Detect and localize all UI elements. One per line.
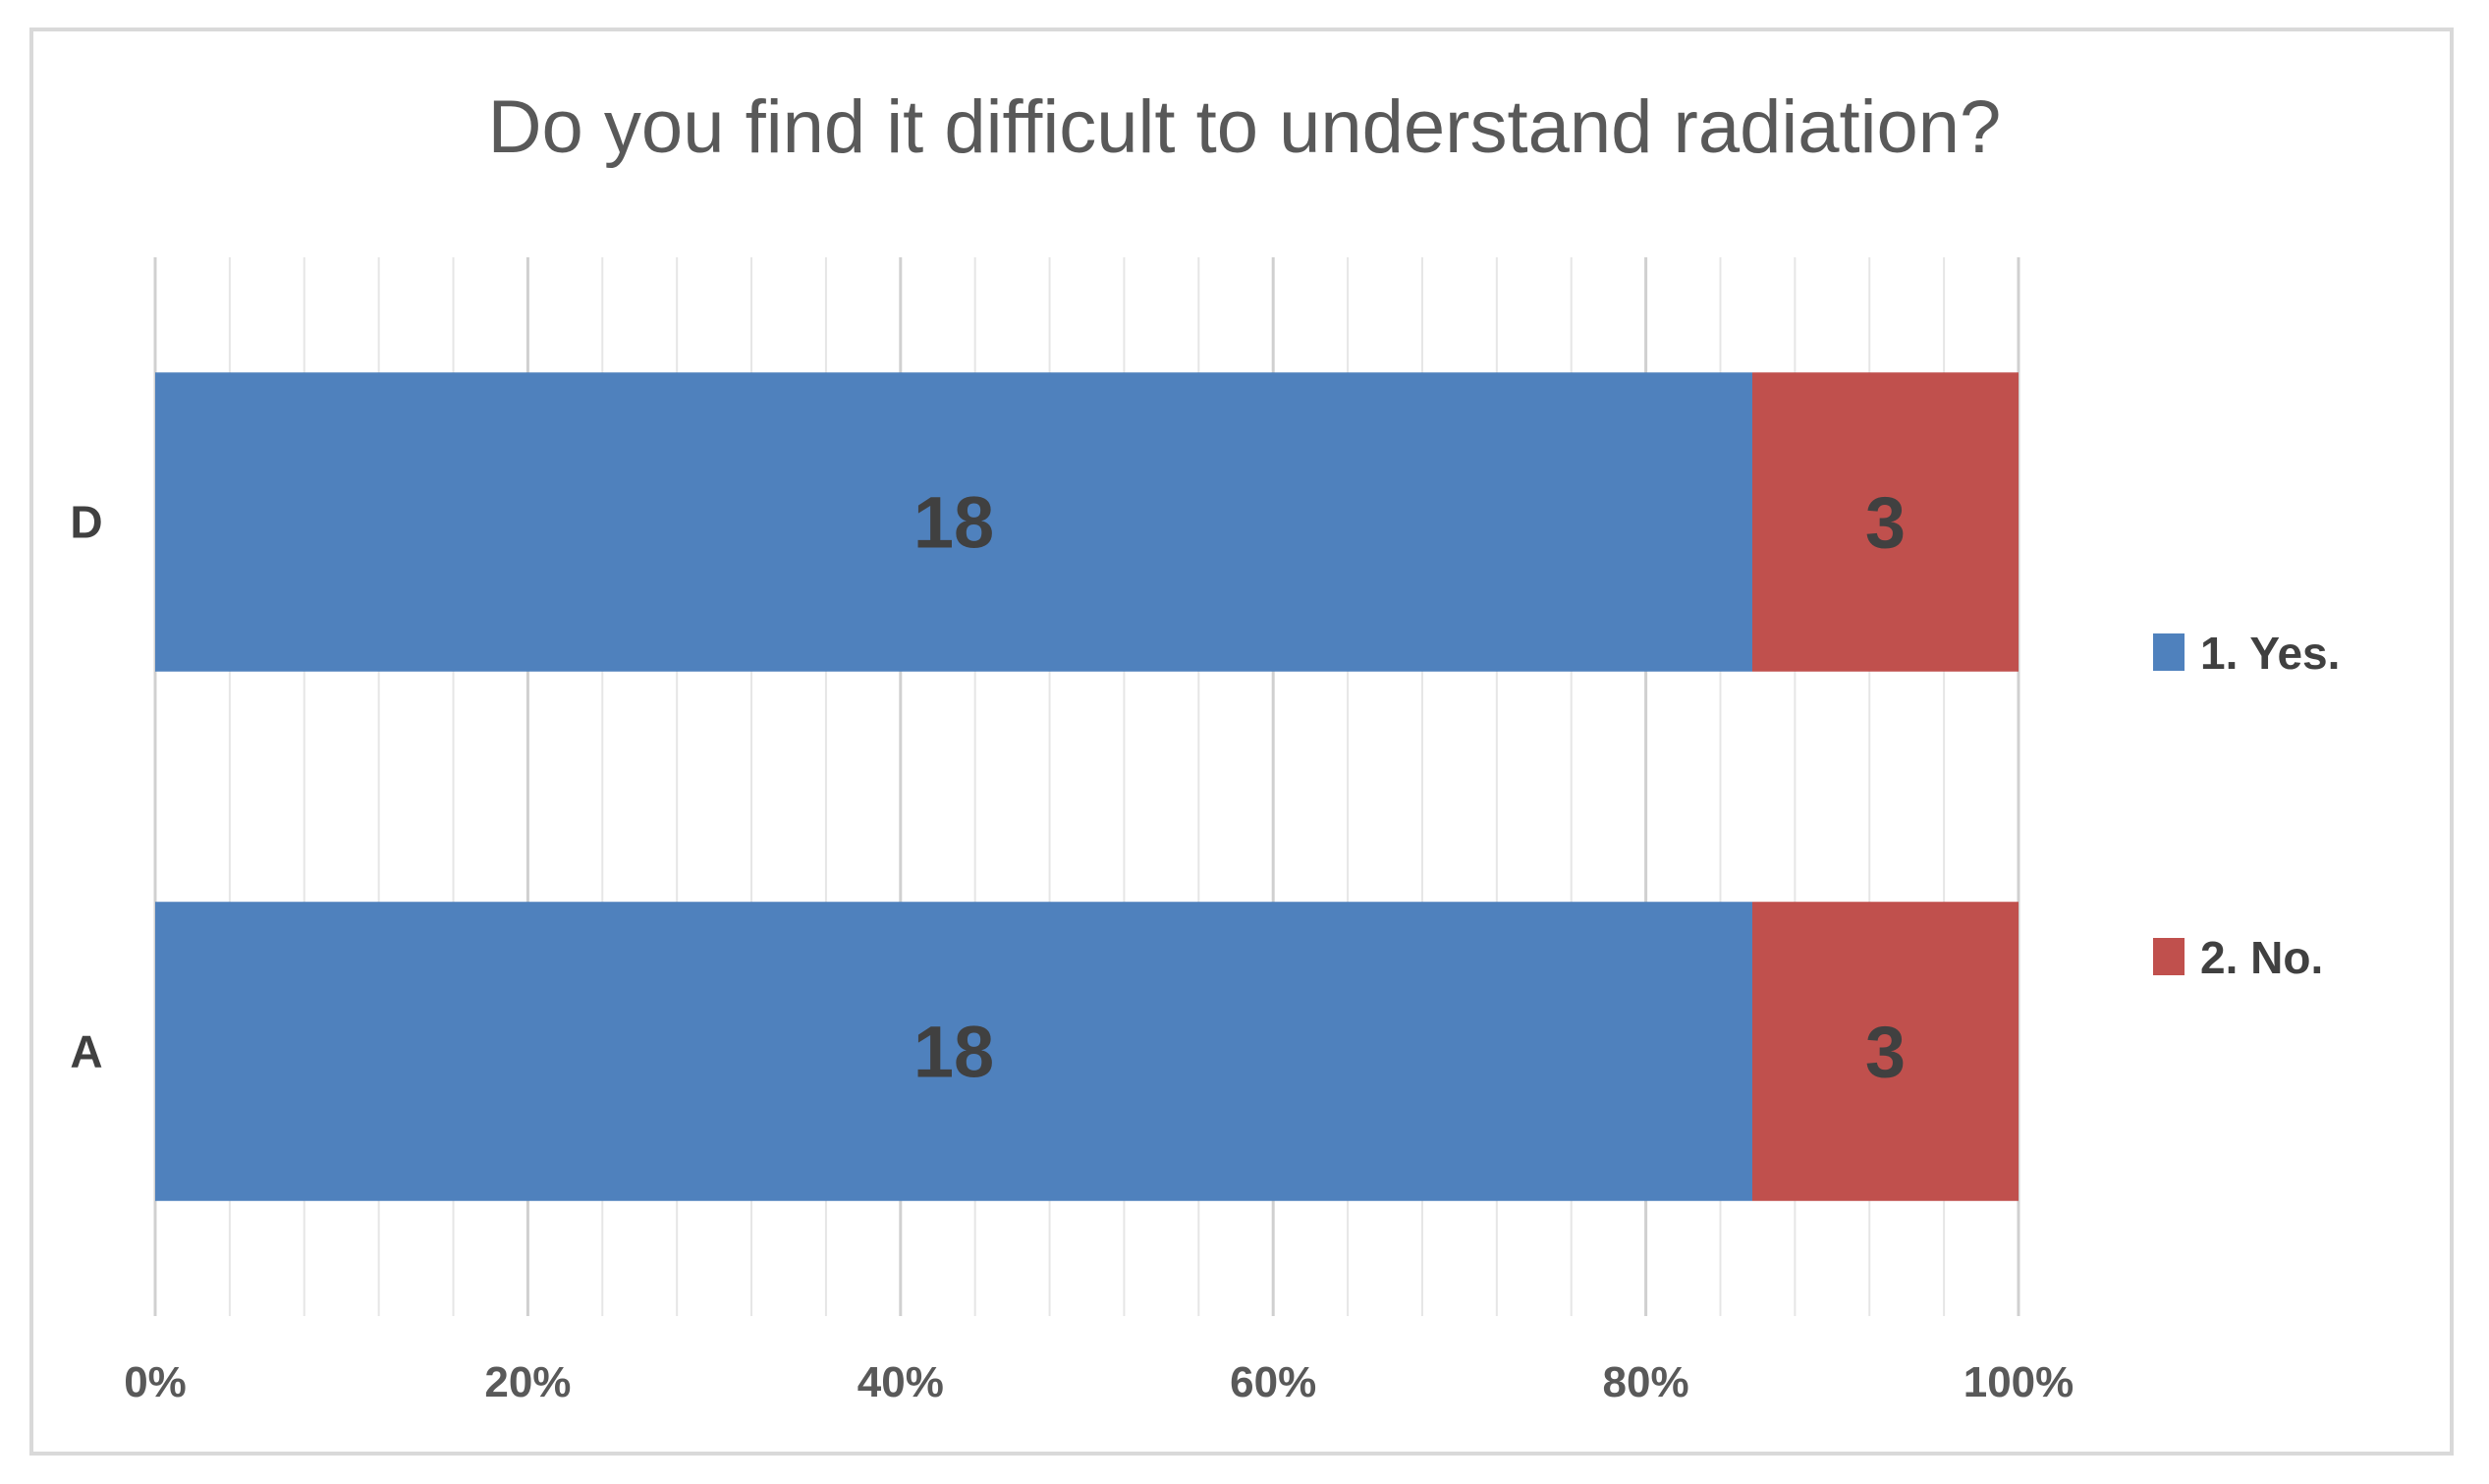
bars: 18 3 18 3 xyxy=(155,372,2019,1201)
x-tick-label: 60% xyxy=(1230,1358,1316,1406)
x-tick-label: 40% xyxy=(857,1358,944,1406)
data-label: 3 xyxy=(1865,482,1906,564)
legend-label: 2. No. xyxy=(2200,932,2323,983)
x-tick-label: 100% xyxy=(1964,1358,2074,1406)
data-label: 18 xyxy=(913,482,994,564)
category-labels: DA xyxy=(70,497,102,1077)
bar-segment xyxy=(155,372,1752,672)
bar-segment xyxy=(155,902,1752,1201)
chart-title: Do you find it difficult to understand r… xyxy=(488,85,2002,169)
bar-segment xyxy=(1752,372,2019,672)
data-label: 18 xyxy=(913,1012,994,1093)
x-tick-label: 80% xyxy=(1603,1358,1689,1406)
legend-swatch xyxy=(2153,938,2185,975)
x-tick-labels: 0% 20% 40% 60% 80% 100% xyxy=(124,1358,2074,1406)
legend-label: 1. Yes. xyxy=(2200,628,2340,679)
legend-swatch xyxy=(2153,633,2185,671)
legend: 1. Yes. 2. No. xyxy=(2153,628,2340,983)
x-tick-label: 20% xyxy=(484,1358,571,1406)
data-label: 3 xyxy=(1865,1012,1906,1093)
chart-frame xyxy=(29,27,2454,1456)
category-label: A xyxy=(70,1026,102,1077)
category-label: D xyxy=(70,497,102,548)
x-tick-label: 0% xyxy=(124,1358,187,1406)
bar-segment xyxy=(1752,902,2019,1201)
